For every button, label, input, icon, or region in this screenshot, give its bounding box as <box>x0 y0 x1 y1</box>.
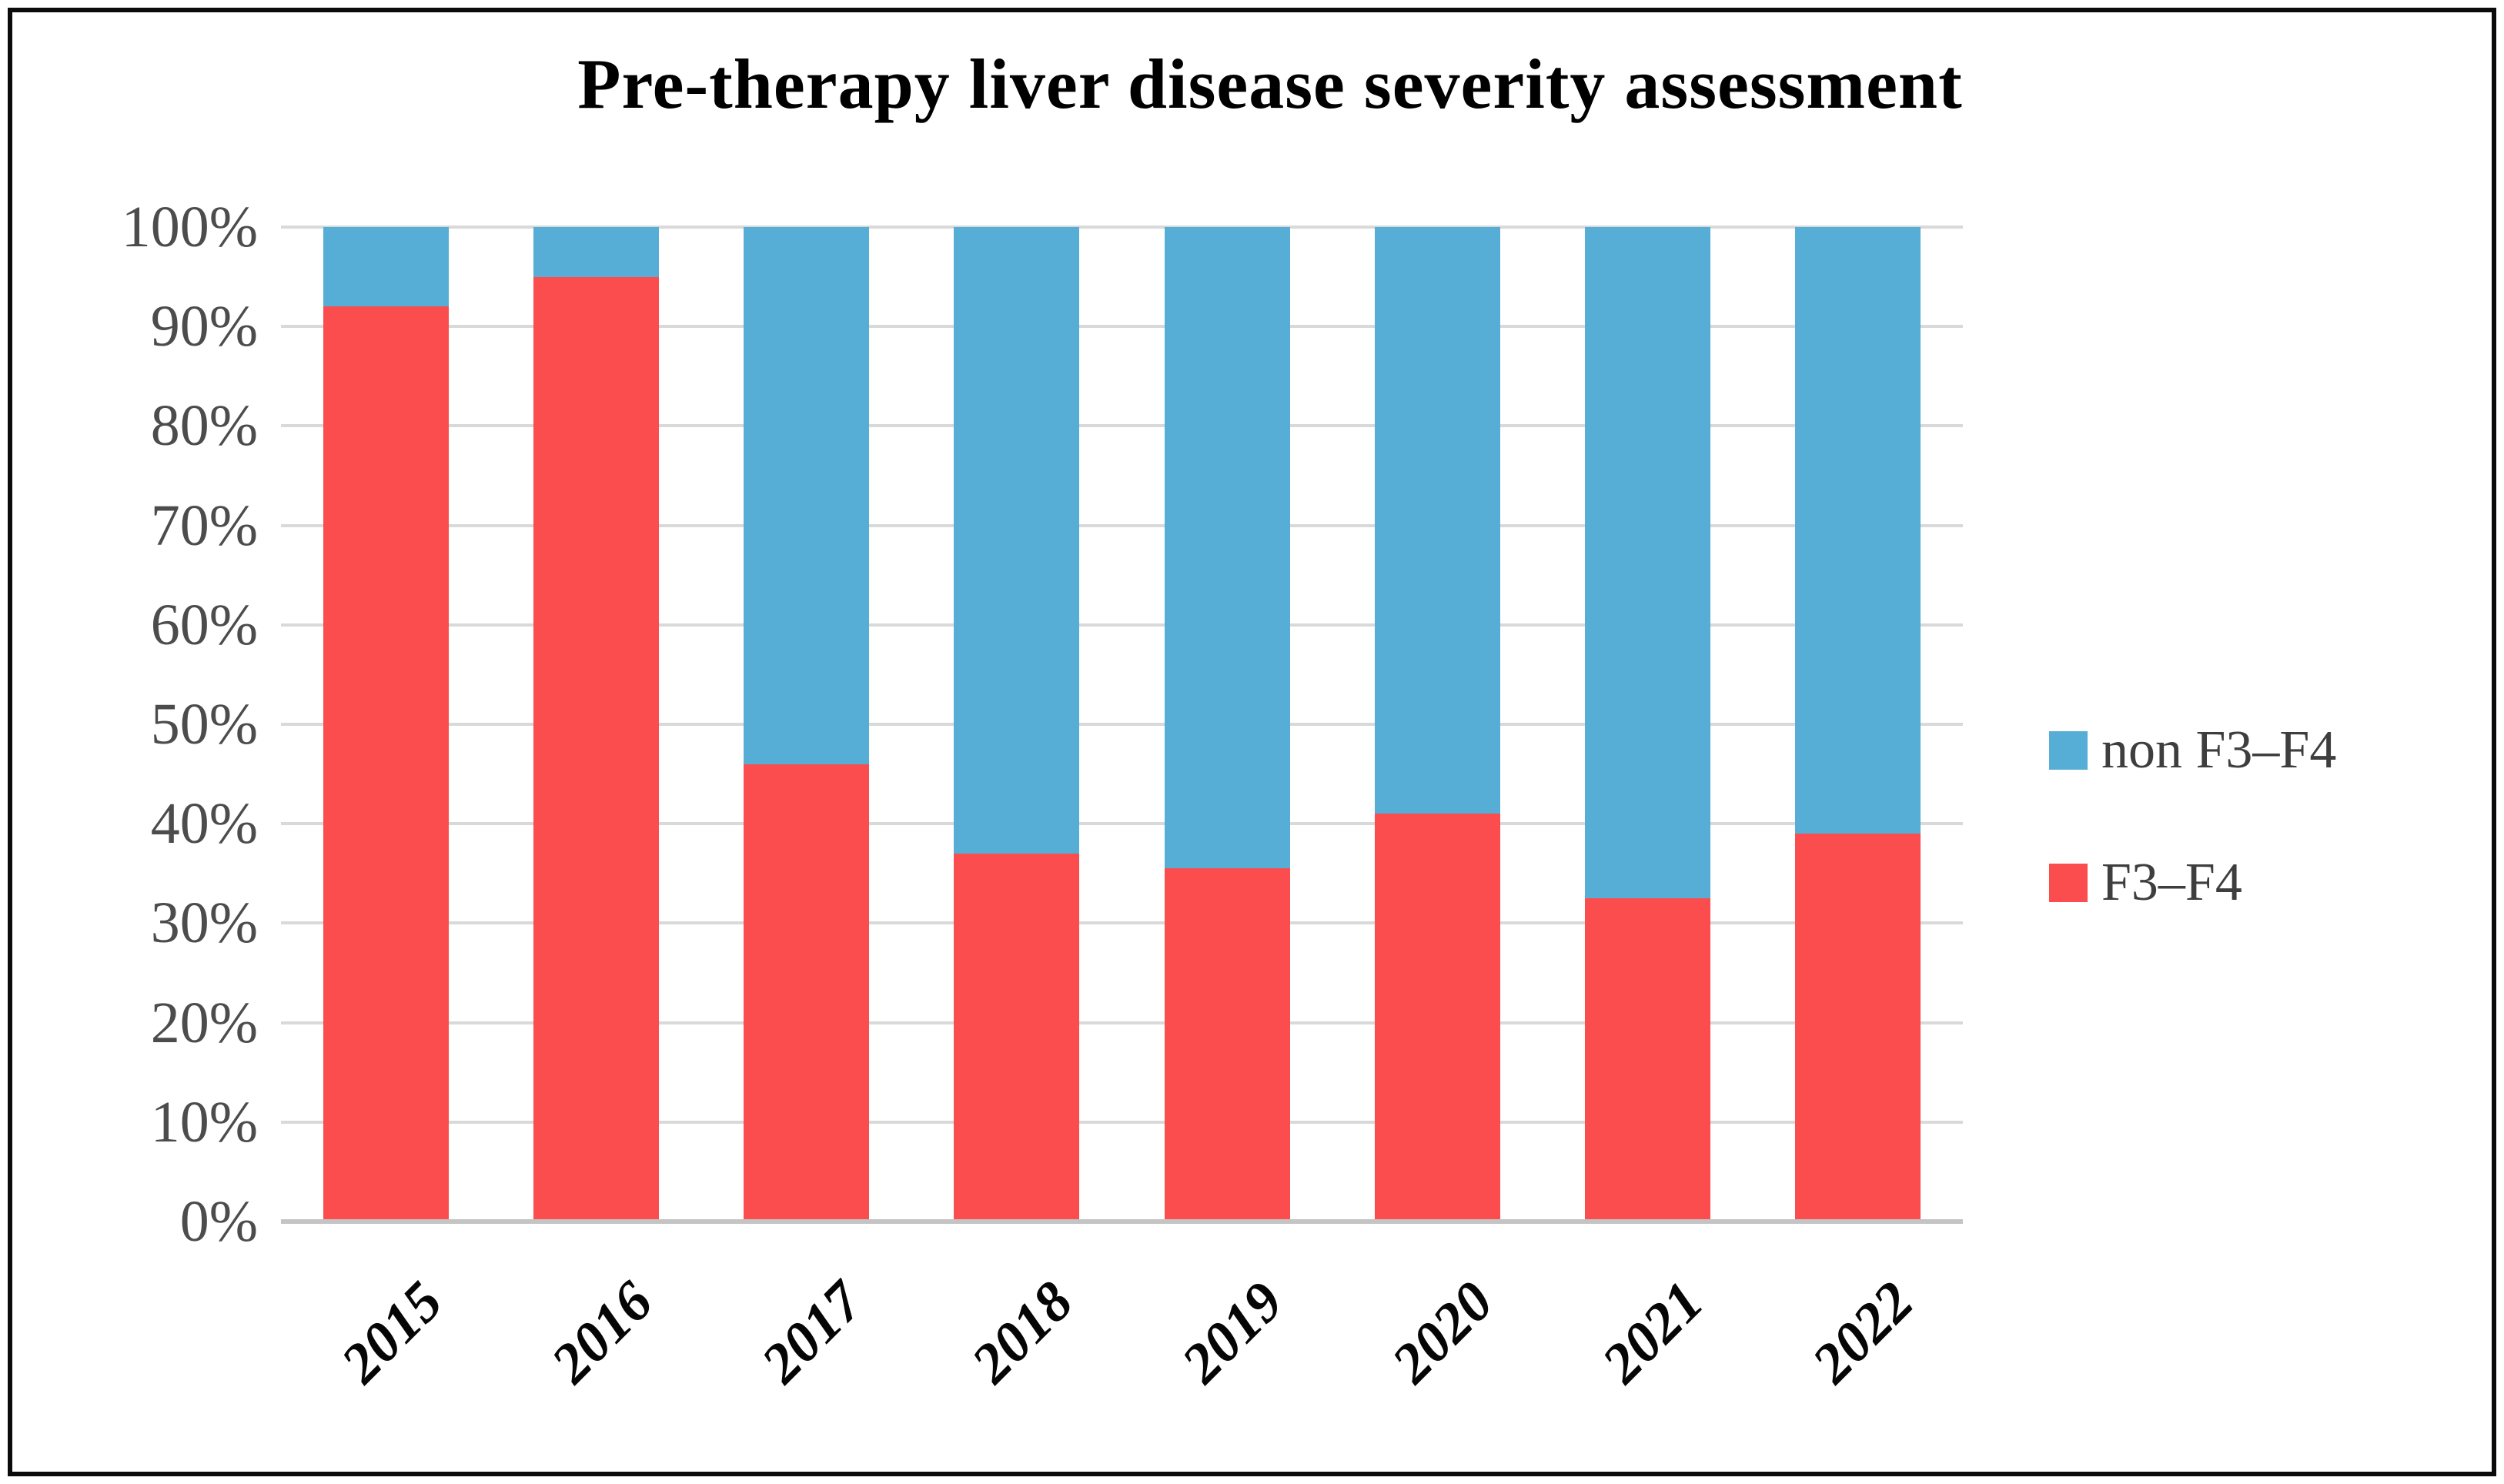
y-axis-tick-label-10: 10% <box>150 1089 258 1155</box>
bar-2017 <box>744 227 870 1222</box>
y-axis-tick-label-30: 30% <box>150 891 258 956</box>
y-axis-tick-label-100: 100% <box>121 195 258 259</box>
gridline-30 <box>281 921 1963 925</box>
bar-segment-2018-f3-f4 <box>954 853 1080 1222</box>
gridline-80 <box>281 424 1963 428</box>
y-axis-tick-label-50: 50% <box>150 692 258 757</box>
bar-2020 <box>1374 227 1500 1222</box>
bar-segment-2017-non-f3-f4 <box>744 227 870 764</box>
bar-segment-2022-f3-f4 <box>1794 834 1921 1222</box>
bar-segment-2017-f3-f4 <box>744 764 870 1222</box>
x-axis-line <box>281 1219 1963 1224</box>
chart-title: Pre-therapy liver disease severity asses… <box>577 45 1963 123</box>
bar-segment-2016-non-f3-f4 <box>533 227 660 277</box>
bar-2021 <box>1584 227 1710 1222</box>
bar-2019 <box>1164 227 1290 1222</box>
bar-segment-2015-non-f3-f4 <box>323 227 450 307</box>
legend-swatch-f3-f4 <box>2049 864 2088 902</box>
gridline-60 <box>281 623 1963 627</box>
gridline-20 <box>281 1021 1963 1024</box>
legend-label-non-f3-f4: non F3–F4 <box>2101 720 2337 780</box>
gridline-70 <box>281 523 1963 527</box>
y-axis-tick-label-80: 80% <box>150 393 258 459</box>
gridline-50 <box>281 723 1963 726</box>
bar-2015 <box>323 227 450 1222</box>
legend-item-non-f3-f4: non F3–F4 <box>2049 724 2336 777</box>
bar-segment-2018-non-f3-f4 <box>954 227 1080 854</box>
gridline-10 <box>281 1120 1963 1124</box>
bar-segment-2016-f3-f4 <box>533 276 660 1222</box>
bar-segment-2022-non-f3-f4 <box>1794 227 1921 834</box>
bar-2016 <box>533 227 660 1222</box>
y-axis-tick-label-70: 70% <box>150 493 258 558</box>
y-axis-tick-label-0: 0% <box>179 1189 258 1254</box>
gridline-100 <box>281 226 1963 229</box>
y-axis-tick-label-90: 90% <box>150 294 258 359</box>
bar-segment-2021-f3-f4 <box>1584 898 1710 1222</box>
bar-segment-2021-non-f3-f4 <box>1584 227 1710 899</box>
y-axis-tick-label-20: 20% <box>150 990 258 1055</box>
legend-swatch-non-f3-f4 <box>2049 731 2088 770</box>
y-axis-tick-label-40: 40% <box>150 791 258 857</box>
plot-area <box>281 226 1963 1224</box>
legend: non F3–F4 F3–F4 <box>2049 724 2336 988</box>
gridline-90 <box>281 325 1963 329</box>
y-axis-tick-label-60: 60% <box>150 592 258 657</box>
legend-item-f3-f4: F3–F4 <box>2049 856 2336 910</box>
bar-segment-2019-non-f3-f4 <box>1164 227 1290 869</box>
bar-2022 <box>1794 227 1921 1222</box>
bar-2018 <box>954 227 1080 1222</box>
bar-segment-2020-non-f3-f4 <box>1374 227 1500 814</box>
bar-segment-2015-f3-f4 <box>323 306 450 1222</box>
bar-segment-2020-f3-f4 <box>1374 814 1500 1222</box>
gridline-40 <box>281 822 1963 826</box>
legend-label-f3-f4: F3–F4 <box>2101 853 2242 912</box>
bar-segment-2019-f3-f4 <box>1164 868 1290 1222</box>
